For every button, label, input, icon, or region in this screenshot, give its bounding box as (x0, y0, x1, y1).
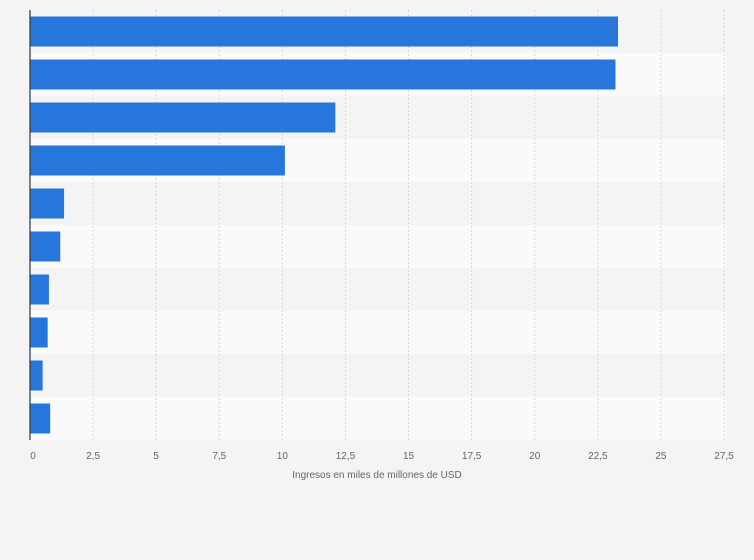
x-tick-label: 12,5 (336, 451, 356, 462)
bar[interactable] (30, 188, 65, 219)
bar[interactable] (30, 274, 49, 305)
x-tick-label: 20 (529, 451, 541, 462)
x-tick-label: 22,5 (588, 451, 608, 462)
row-band (30, 311, 726, 354)
bar[interactable] (30, 102, 336, 133)
x-tick-label: 0 (30, 451, 36, 462)
x-tick-label: 27,5 (714, 451, 734, 462)
x-axis-title: Ingresos en miles de millones de USD (292, 470, 462, 481)
x-tick-label: 2,5 (86, 451, 100, 462)
row-band (30, 354, 726, 397)
bar[interactable] (30, 360, 43, 391)
row-band (30, 182, 726, 225)
bar[interactable] (30, 145, 285, 176)
row-band (30, 268, 726, 311)
bar[interactable] (30, 403, 51, 434)
x-tick-label: 7,5 (212, 451, 226, 462)
x-tick-label: 15 (403, 451, 415, 462)
row-band (30, 397, 726, 440)
bars (30, 16, 619, 434)
x-tick-label: 10 (277, 451, 289, 462)
x-tick-label: 25 (655, 451, 667, 462)
bar[interactable] (30, 231, 61, 262)
x-tick-label: 5 (153, 451, 159, 462)
bar[interactable] (30, 59, 616, 90)
x-tick-labels: 0 2,5 5 7,5 10 12,5 15 17,5 20 22,5 25 27,5 (30, 451, 734, 462)
row-band (30, 225, 726, 268)
bar[interactable] (30, 317, 48, 348)
x-tick-label: 17,5 (462, 451, 482, 462)
bar[interactable] (30, 16, 619, 47)
